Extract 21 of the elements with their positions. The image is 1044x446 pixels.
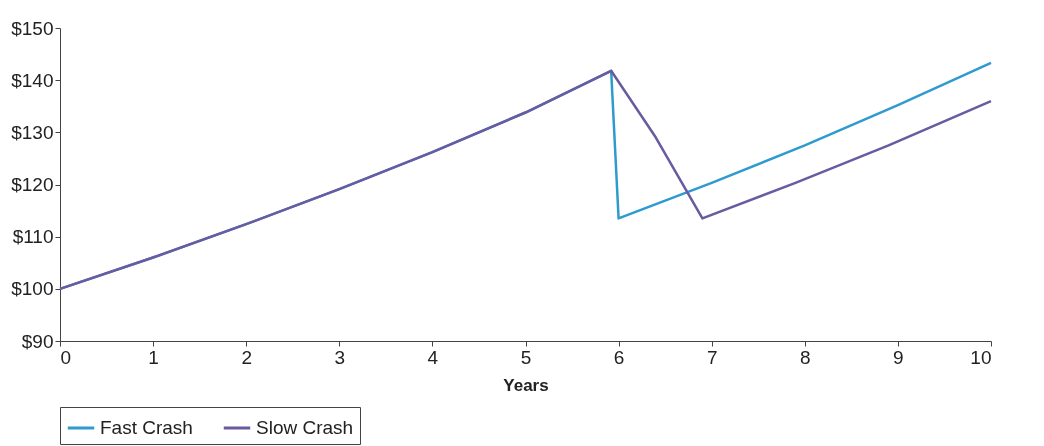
y-tick-label: $100 [11, 278, 54, 300]
x-tick-label: 3 [334, 346, 346, 368]
legend-label: Fast Crash [100, 417, 193, 438]
x-tick-label: 8 [800, 346, 811, 368]
x-axis-title: Years [503, 375, 549, 395]
x-tick-label: 6 [613, 346, 625, 368]
y-tick-label: $90 [21, 330, 54, 352]
x-tick-label: 9 [893, 346, 904, 368]
y-tick-label: $130 [11, 121, 54, 143]
y-tick-label: $140 [11, 69, 54, 91]
x-tick-label: 0 [60, 346, 72, 368]
x-tick-label: 1 [148, 346, 159, 368]
y-tick-label: $120 [11, 174, 54, 195]
y-tick-label: $110 [12, 226, 54, 248]
x-tick-label: 7 [706, 346, 718, 368]
x-tick-label: 10 [970, 346, 992, 368]
x-tick-label: 5 [520, 346, 532, 368]
x-tick-label: 4 [427, 346, 439, 368]
legend-label: Slow Crash [256, 417, 354, 438]
y-tick-label: $150 [11, 17, 54, 39]
x-tick-label: 2 [241, 346, 252, 368]
